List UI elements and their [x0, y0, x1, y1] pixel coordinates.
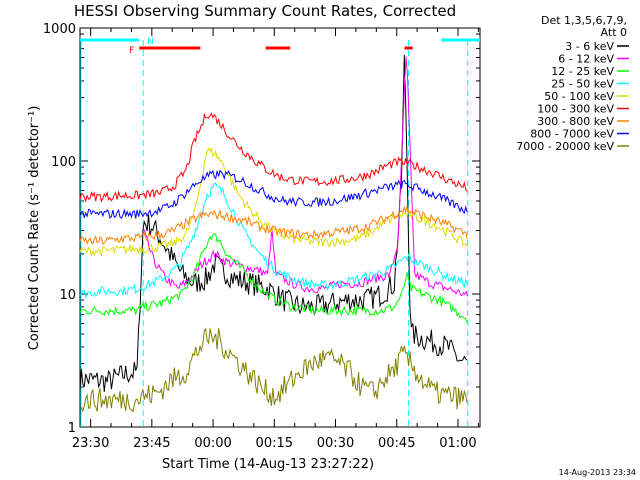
flag-label-F: F — [129, 46, 134, 56]
series-line-6 — [79, 205, 468, 246]
series-line-4 — [79, 146, 468, 257]
legend-label-3: 25 - 50 keV — [551, 78, 614, 91]
series-line-7 — [79, 169, 468, 220]
series-line-5 — [79, 112, 468, 203]
chart-title: HESSI Observing Summary Count Rates, Cor… — [74, 2, 456, 20]
flag-label-N: N — [147, 37, 154, 47]
plot-frame — [79, 27, 481, 428]
legend-label-0: 3 - 6 keV — [565, 40, 614, 53]
series-lines — [79, 54, 469, 413]
x-tick-label-5: 00:45 — [378, 436, 415, 451]
axis-ticks — [80, 27, 480, 428]
legend-label-4: 50 - 100 keV — [544, 90, 614, 103]
x-axis-label: Start Time (14-Aug-13 23:27:22) — [162, 457, 374, 472]
series-line-2 — [79, 233, 468, 324]
y-tick-labels: 1 10 100 1000 — [43, 22, 76, 436]
series-line-1 — [142, 56, 469, 297]
x-tick-label-3: 00:15 — [256, 436, 293, 451]
legend-label-1: 6 - 12 keV — [558, 53, 614, 66]
legend-label-8: 7000 - 20000 keV — [516, 140, 614, 153]
y-tick-label-3: 1000 — [43, 22, 76, 37]
x-tick-label-2: 00:00 — [194, 436, 231, 451]
legend-label-6: 300 - 800 keV — [537, 115, 614, 128]
x-tick-label-0: 23:30 — [72, 436, 109, 451]
legend-label-7: 800 - 7000 keV — [530, 128, 614, 141]
x-tick-label-6: 01:00 — [439, 436, 476, 451]
y-tick-label-0: 1 — [68, 421, 76, 436]
detector-info-line-1: Det 1,3,5,6,7,9, — [541, 14, 627, 27]
detector-info-line-2: Att 0 — [601, 26, 627, 39]
x-tick-label-1: 23:45 — [133, 436, 170, 451]
series-line-3 — [79, 182, 468, 300]
observing-flags: FN — [80, 37, 480, 56]
footer-timestamp: 14-Aug-2013 23:34 — [559, 468, 636, 477]
y-axis-label: Corrected Count Rate (s⁻¹ detector⁻¹) — [27, 106, 42, 351]
y-tick-label-2: 100 — [51, 155, 76, 170]
x-tick-label-4: 00:30 — [317, 436, 354, 451]
legend-label-2: 12 - 25 keV — [551, 65, 614, 78]
y-tick-label-1: 10 — [59, 288, 76, 303]
series-line-8 — [79, 327, 468, 413]
x-tick-labels: 23:30 23:45 00:00 00:15 00:30 00:45 01:00 — [72, 436, 477, 451]
legend-label-5: 100 - 300 keV — [537, 103, 614, 116]
